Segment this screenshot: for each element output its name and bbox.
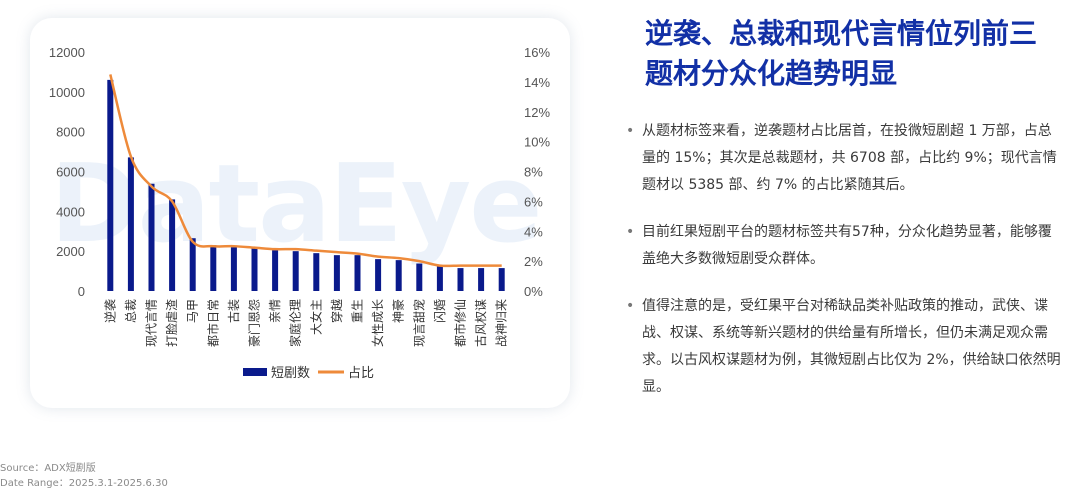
y-right-tick-label: 10%	[524, 135, 550, 150]
y-left-tick-label: 0	[78, 284, 85, 299]
bullet-text: 目前红果短剧平台的题材标签共有57种，分众化趋势显著，能够覆盖绝大多数微短剧受众…	[642, 224, 1052, 267]
source-note: Source：ADX短剧版	[0, 463, 96, 474]
bar	[354, 255, 361, 291]
bar	[395, 260, 402, 291]
bar-series	[107, 79, 505, 291]
x-tick-label: 总裁	[124, 299, 138, 323]
x-tick-label: 女性成长	[370, 299, 385, 347]
y-right-tick-label: 0%	[524, 284, 543, 299]
bullet-list: • 从题材标签来看，逆袭题材占比居首，在投微短剧超 1 万部，占总量的 15%；其…	[624, 118, 1064, 421]
y-left-tick-label: 12000	[49, 45, 85, 60]
y-right-tick-label: 16%	[524, 45, 550, 60]
y-left-tick-label: 6000	[56, 165, 85, 180]
bullet-dot: •	[626, 224, 635, 240]
y-axis-right: 0% 2% 4% 6% 8% 10% 12% 14% 16%	[524, 45, 550, 299]
legend-label: 短剧数	[271, 366, 310, 381]
bar	[169, 199, 176, 291]
bullet-item: • 目前红果短剧平台的题材标签共有57种，分众化趋势显著，能够覆盖绝大多数微短剧受…	[624, 219, 1064, 273]
bar	[107, 79, 114, 291]
bar	[333, 255, 340, 291]
y-left-tick-label: 8000	[56, 125, 85, 140]
x-tick-label: 闪婚	[433, 299, 447, 323]
y-right-tick-label: 12%	[524, 105, 550, 120]
bar	[313, 253, 320, 291]
x-tick-label: 都市修仙	[453, 299, 468, 347]
bar	[251, 248, 258, 291]
bar	[498, 268, 505, 291]
bar	[292, 251, 299, 291]
line-series	[109, 74, 502, 268]
x-tick-label: 重生	[351, 299, 365, 323]
ratio-line	[109, 74, 502, 268]
chart: 0 2000 4000 6000 8000 10000 12000 0% 2% 4% 6% 8% 10…	[49, 45, 551, 381]
bullet-dot: •	[626, 123, 635, 139]
x-tick-label: 神豪	[391, 299, 406, 323]
bullet-dot: •	[626, 298, 635, 314]
x-tick-label: 穿越	[329, 299, 344, 323]
y-right-tick-label: 14%	[524, 75, 550, 90]
bar	[230, 247, 237, 291]
x-tick-label: 现言甜宠	[411, 299, 426, 347]
x-tick-label: 家庭伦理	[288, 299, 303, 347]
bar	[436, 266, 443, 291]
date-range-note: Date Range：2025.3.1-2025.6.30	[0, 478, 168, 489]
x-tick-label: 逆袭	[102, 299, 117, 323]
y-left-tick-label: 4000	[56, 204, 85, 219]
x-tick-label: 马甲	[186, 299, 200, 323]
x-tick-label: 亲情	[268, 299, 282, 323]
bullet-text: 值得注意的是，受红果平台对稀缺品类补贴政策的推动，武侠、谍战、权谋、系统等新兴题…	[642, 298, 1061, 395]
page-title: 逆袭、总裁和现代言情位列前三 题材分众化趋势明显	[645, 14, 1080, 94]
title-line-1: 逆袭、总裁和现代言情位列前三	[645, 17, 1038, 50]
bar	[416, 263, 423, 291]
bar	[148, 183, 155, 291]
x-axis-labels: 逆袭 总裁 现代言情 打脸虐渣 马甲 都市日常 古装 豪门恩怨 亲情 家庭伦理 大女主 穿越 重生 女性成…	[102, 299, 508, 347]
bullet-item: • 从题材标签来看，逆袭题材占比居首，在投微短剧超 1 万部，占总量的 15%；其…	[624, 118, 1064, 199]
bar	[375, 259, 382, 291]
x-tick-label: 大女主	[308, 299, 323, 335]
y-axis-left: 0 2000 4000 6000 8000 10000 12000	[49, 45, 85, 299]
legend-label: 占比	[348, 366, 374, 381]
x-tick-label: 豪门恩怨	[247, 299, 262, 347]
y-left-tick-label: 10000	[49, 85, 85, 100]
title-line-2: 题材分众化趋势明显	[645, 57, 898, 90]
y-right-tick-label: 8%	[524, 165, 543, 180]
x-tick-label: 古风权谋	[473, 299, 488, 347]
x-tick-label: 打脸虐渣	[165, 299, 179, 347]
x-tick-label: 现代言情	[145, 299, 159, 347]
bar	[457, 268, 464, 291]
y-right-tick-label: 4%	[524, 224, 543, 239]
x-tick-label: 古装	[226, 299, 241, 323]
y-right-tick-label: 6%	[524, 194, 543, 209]
bar	[272, 250, 279, 291]
bar	[210, 245, 217, 291]
bullet-item: • 值得注意的是，受红果平台对稀缺品类补贴政策的推动，武侠、谍战、权谋、系统等新兴…	[624, 293, 1064, 401]
bar	[189, 238, 196, 291]
x-tick-label: 都市日常	[205, 299, 220, 347]
y-left-tick-label: 2000	[56, 244, 85, 259]
chart-card	[30, 18, 570, 408]
bar	[478, 268, 485, 291]
legend: 短剧数 占比	[243, 366, 374, 381]
bar	[127, 157, 134, 291]
y-right-tick-label: 2%	[524, 254, 543, 269]
legend-swatch-bar	[243, 368, 267, 376]
x-tick-label: 战神归来	[495, 299, 509, 347]
bullet-text: 从题材标签来看，逆袭题材占比居首，在投微短剧超 1 万部，占总量的 15%；其次…	[642, 123, 1057, 193]
